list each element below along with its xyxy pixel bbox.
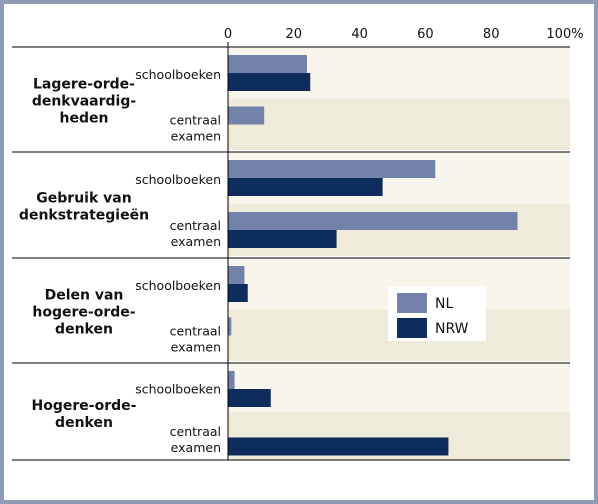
plot-band — [228, 98, 570, 150]
bar-nl — [228, 371, 235, 389]
bar-nrw — [228, 389, 271, 407]
bar-nl — [228, 266, 245, 284]
x-tick-label: 80 — [483, 27, 500, 42]
x-tick-label: 0 — [224, 27, 232, 42]
bar-nrw — [228, 178, 383, 196]
bar-nrw — [228, 284, 248, 302]
category-label: examen — [171, 339, 221, 354]
legend-swatch-nrw — [397, 318, 427, 338]
category-label: examen — [171, 440, 221, 455]
bar-nrw — [228, 73, 311, 91]
x-tick-label: 40 — [351, 27, 368, 42]
group-label: denken — [55, 415, 113, 431]
category-label: centraal — [170, 112, 221, 127]
legend-swatch-nl — [397, 293, 427, 313]
x-tick-label: 60 — [417, 27, 434, 42]
category-label: examen — [171, 128, 221, 143]
bar-nl — [228, 106, 265, 125]
legend-label-nl: NL — [435, 296, 453, 312]
group-label: Lagere-orde- — [33, 77, 135, 93]
category-label: centraal — [170, 424, 221, 439]
bar-nl — [228, 160, 436, 178]
group-label: denken — [55, 322, 113, 338]
group-label: Gebruik van — [36, 191, 131, 207]
group-label: heden — [60, 111, 109, 127]
category-label: schoolboeken — [135, 278, 221, 293]
bar-nl — [228, 55, 307, 73]
category-label: centraal — [170, 323, 221, 338]
category-label: examen — [171, 234, 221, 249]
x-tick-label: 100% — [546, 27, 583, 42]
bar-nl — [228, 212, 518, 230]
group-label: denkvaardig- — [32, 94, 137, 110]
legend-label-nrw: NRW — [435, 321, 469, 337]
category-label: schoolboeken — [135, 172, 221, 187]
group-label: Hogere-orde- — [32, 398, 137, 414]
bar-nrw — [228, 437, 449, 456]
bar-nrw — [228, 230, 337, 248]
group-label: hogere-orde- — [32, 305, 135, 321]
group-label: Delen van — [45, 288, 124, 304]
category-label: schoolboeken — [135, 67, 221, 82]
category-label: schoolboeken — [135, 381, 221, 396]
bar-nl — [228, 317, 232, 336]
category-label: centraal — [170, 218, 221, 233]
x-tick-label: 20 — [286, 27, 303, 42]
group-label: denkstrategieën — [19, 208, 149, 224]
plot-band — [228, 363, 570, 412]
